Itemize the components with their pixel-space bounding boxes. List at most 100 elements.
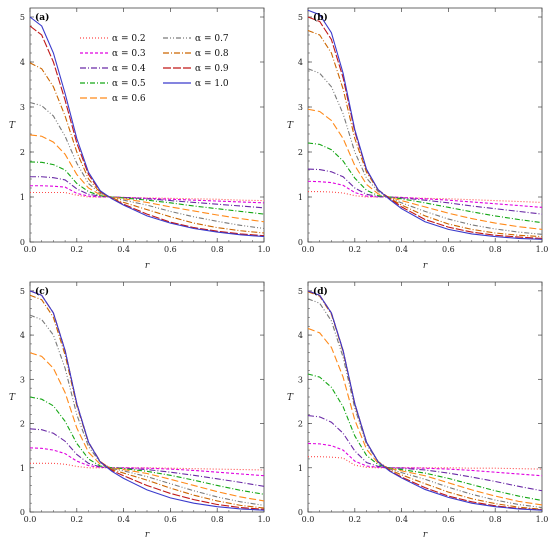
- y-tick-label: 5: [20, 13, 25, 22]
- y-tick-label: 4: [298, 58, 303, 67]
- x-tick-label: 0.2: [348, 515, 361, 524]
- y-tick-label: 3: [298, 103, 303, 112]
- series-line: [308, 456, 543, 470]
- series-line: [29, 101, 265, 230]
- series-line: [29, 25, 265, 237]
- y-axis-label: T: [9, 121, 16, 131]
- series-line: [307, 291, 543, 510]
- x-axis-label: r: [145, 530, 150, 540]
- series-line: [29, 290, 265, 511]
- series-line: [30, 462, 265, 471]
- x-tick-label: 0.8: [489, 515, 502, 524]
- x-tick-label: 0.0: [302, 515, 315, 524]
- series-line: [29, 396, 265, 495]
- x-tick-label: 0.0: [302, 245, 315, 254]
- panel-label: (b): [313, 12, 328, 23]
- series-line: [307, 180, 543, 208]
- x-tick-label: 0.2: [70, 245, 83, 254]
- plot-frame: [307, 281, 543, 513]
- panel-d: 0.0 0.2 0.4 0.6 0.8 1.0 0 1 2 3 4 5 r T (d): [287, 281, 549, 540]
- x-tick-label: 0.4: [117, 515, 130, 524]
- panel-label: (a): [35, 12, 49, 23]
- y-tick-label: 1: [20, 464, 25, 473]
- y-tick-label: 2: [298, 148, 303, 157]
- x-tick-label: 0.0: [24, 245, 37, 254]
- x-tick-label: 1.0: [258, 245, 271, 254]
- x-tick-label: 0.6: [164, 515, 177, 524]
- panel-b: 0.0 0.2 0.4 0.6 0.8 1.0 0 1 2 3 4 5 r T (b): [287, 7, 549, 271]
- y-tick-label: 0: [20, 508, 25, 517]
- legend-label: α = 1.0: [195, 79, 229, 89]
- x-axis-label: r: [423, 261, 428, 271]
- y-tick-label: 3: [298, 375, 303, 384]
- series-line: [308, 191, 543, 203]
- series-line: [29, 352, 265, 502]
- legend-label: α = 0.9: [195, 64, 229, 74]
- series-line: [307, 290, 543, 511]
- series-line: [30, 191, 265, 202]
- legend-label: α = 0.5: [112, 79, 146, 89]
- x-tick-label: 0.8: [489, 245, 502, 254]
- y-tick-label: 2: [20, 420, 25, 429]
- series-line: [29, 294, 265, 509]
- y-tick-label: 4: [20, 58, 25, 67]
- series-line: [307, 108, 543, 230]
- x-tick-label: 0.2: [348, 245, 361, 254]
- legend-label: α = 0.6: [112, 94, 146, 104]
- y-axis-label: T: [287, 121, 294, 131]
- x-tick-label: 1.0: [536, 515, 549, 524]
- y-tick-label: 2: [20, 148, 25, 157]
- y-axis-label: T: [9, 393, 16, 403]
- x-tick-label: 0.6: [442, 245, 455, 254]
- series-line: [307, 16, 543, 239]
- series-line: [307, 290, 543, 511]
- x-tick-label: 0.4: [117, 245, 130, 254]
- series-line: [29, 16, 265, 238]
- series-line: [29, 134, 265, 223]
- y-tick-label: 5: [20, 287, 25, 296]
- legend-label: α = 0.7: [195, 34, 229, 44]
- series-line: [307, 29, 543, 238]
- y-tick-label: 1: [298, 193, 303, 202]
- series-line: [29, 428, 265, 487]
- panel-a: 0.0 0.2 0.4 0.6 0.8 1.0 0 1 2 3 4 5 r T (a): [9, 7, 271, 271]
- legend: α = 0.2 α = 0.3 α = 0.4 α = 0.5 α = 0.6 α = 0…: [80, 34, 229, 104]
- series-line: [307, 68, 543, 235]
- legend-label: α = 0.3: [112, 49, 146, 59]
- y-tick-label: 0: [298, 238, 303, 247]
- series-line: [307, 415, 543, 492]
- series-line: [307, 327, 543, 506]
- legend-label: α = 0.2: [112, 34, 146, 44]
- y-tick-label: 1: [298, 464, 303, 473]
- y-tick-label: 5: [298, 13, 303, 22]
- series-line: [307, 298, 543, 509]
- y-tick-label: 4: [20, 331, 25, 340]
- x-tick-label: 0.0: [24, 515, 37, 524]
- series-line: [307, 9, 543, 240]
- series-line: [307, 442, 543, 477]
- y-tick-label: 3: [20, 375, 25, 384]
- x-tick-label: 0.2: [70, 515, 83, 524]
- y-tick-label: 0: [20, 238, 25, 247]
- y-axis-label: T: [287, 393, 294, 403]
- x-tick-label: 1.0: [536, 245, 549, 254]
- panel-label: (c): [35, 286, 49, 297]
- x-tick-label: 0.4: [395, 245, 408, 254]
- x-tick-label: 0.8: [211, 245, 224, 254]
- x-tick-label: 0.4: [395, 515, 408, 524]
- x-axis-label: r: [423, 530, 428, 540]
- y-tick-label: 5: [298, 287, 303, 296]
- panel-label: (d): [313, 286, 328, 297]
- series-line: [30, 176, 265, 209]
- series-line: [307, 373, 543, 502]
- legend-label: α = 0.4: [112, 64, 146, 74]
- y-tick-label: 1: [20, 193, 25, 202]
- x-tick-label: 0.8: [211, 515, 224, 524]
- series-line: [29, 62, 265, 234]
- x-tick-label: 1.0: [258, 515, 271, 524]
- y-tick-label: 2: [298, 420, 303, 429]
- series-line: [29, 161, 265, 215]
- plot-frame: [29, 7, 265, 243]
- panel-c: 0.0 0.2 0.4 0.6 0.8 1.0 0 1 2 3 4 5 r T (c): [9, 281, 271, 540]
